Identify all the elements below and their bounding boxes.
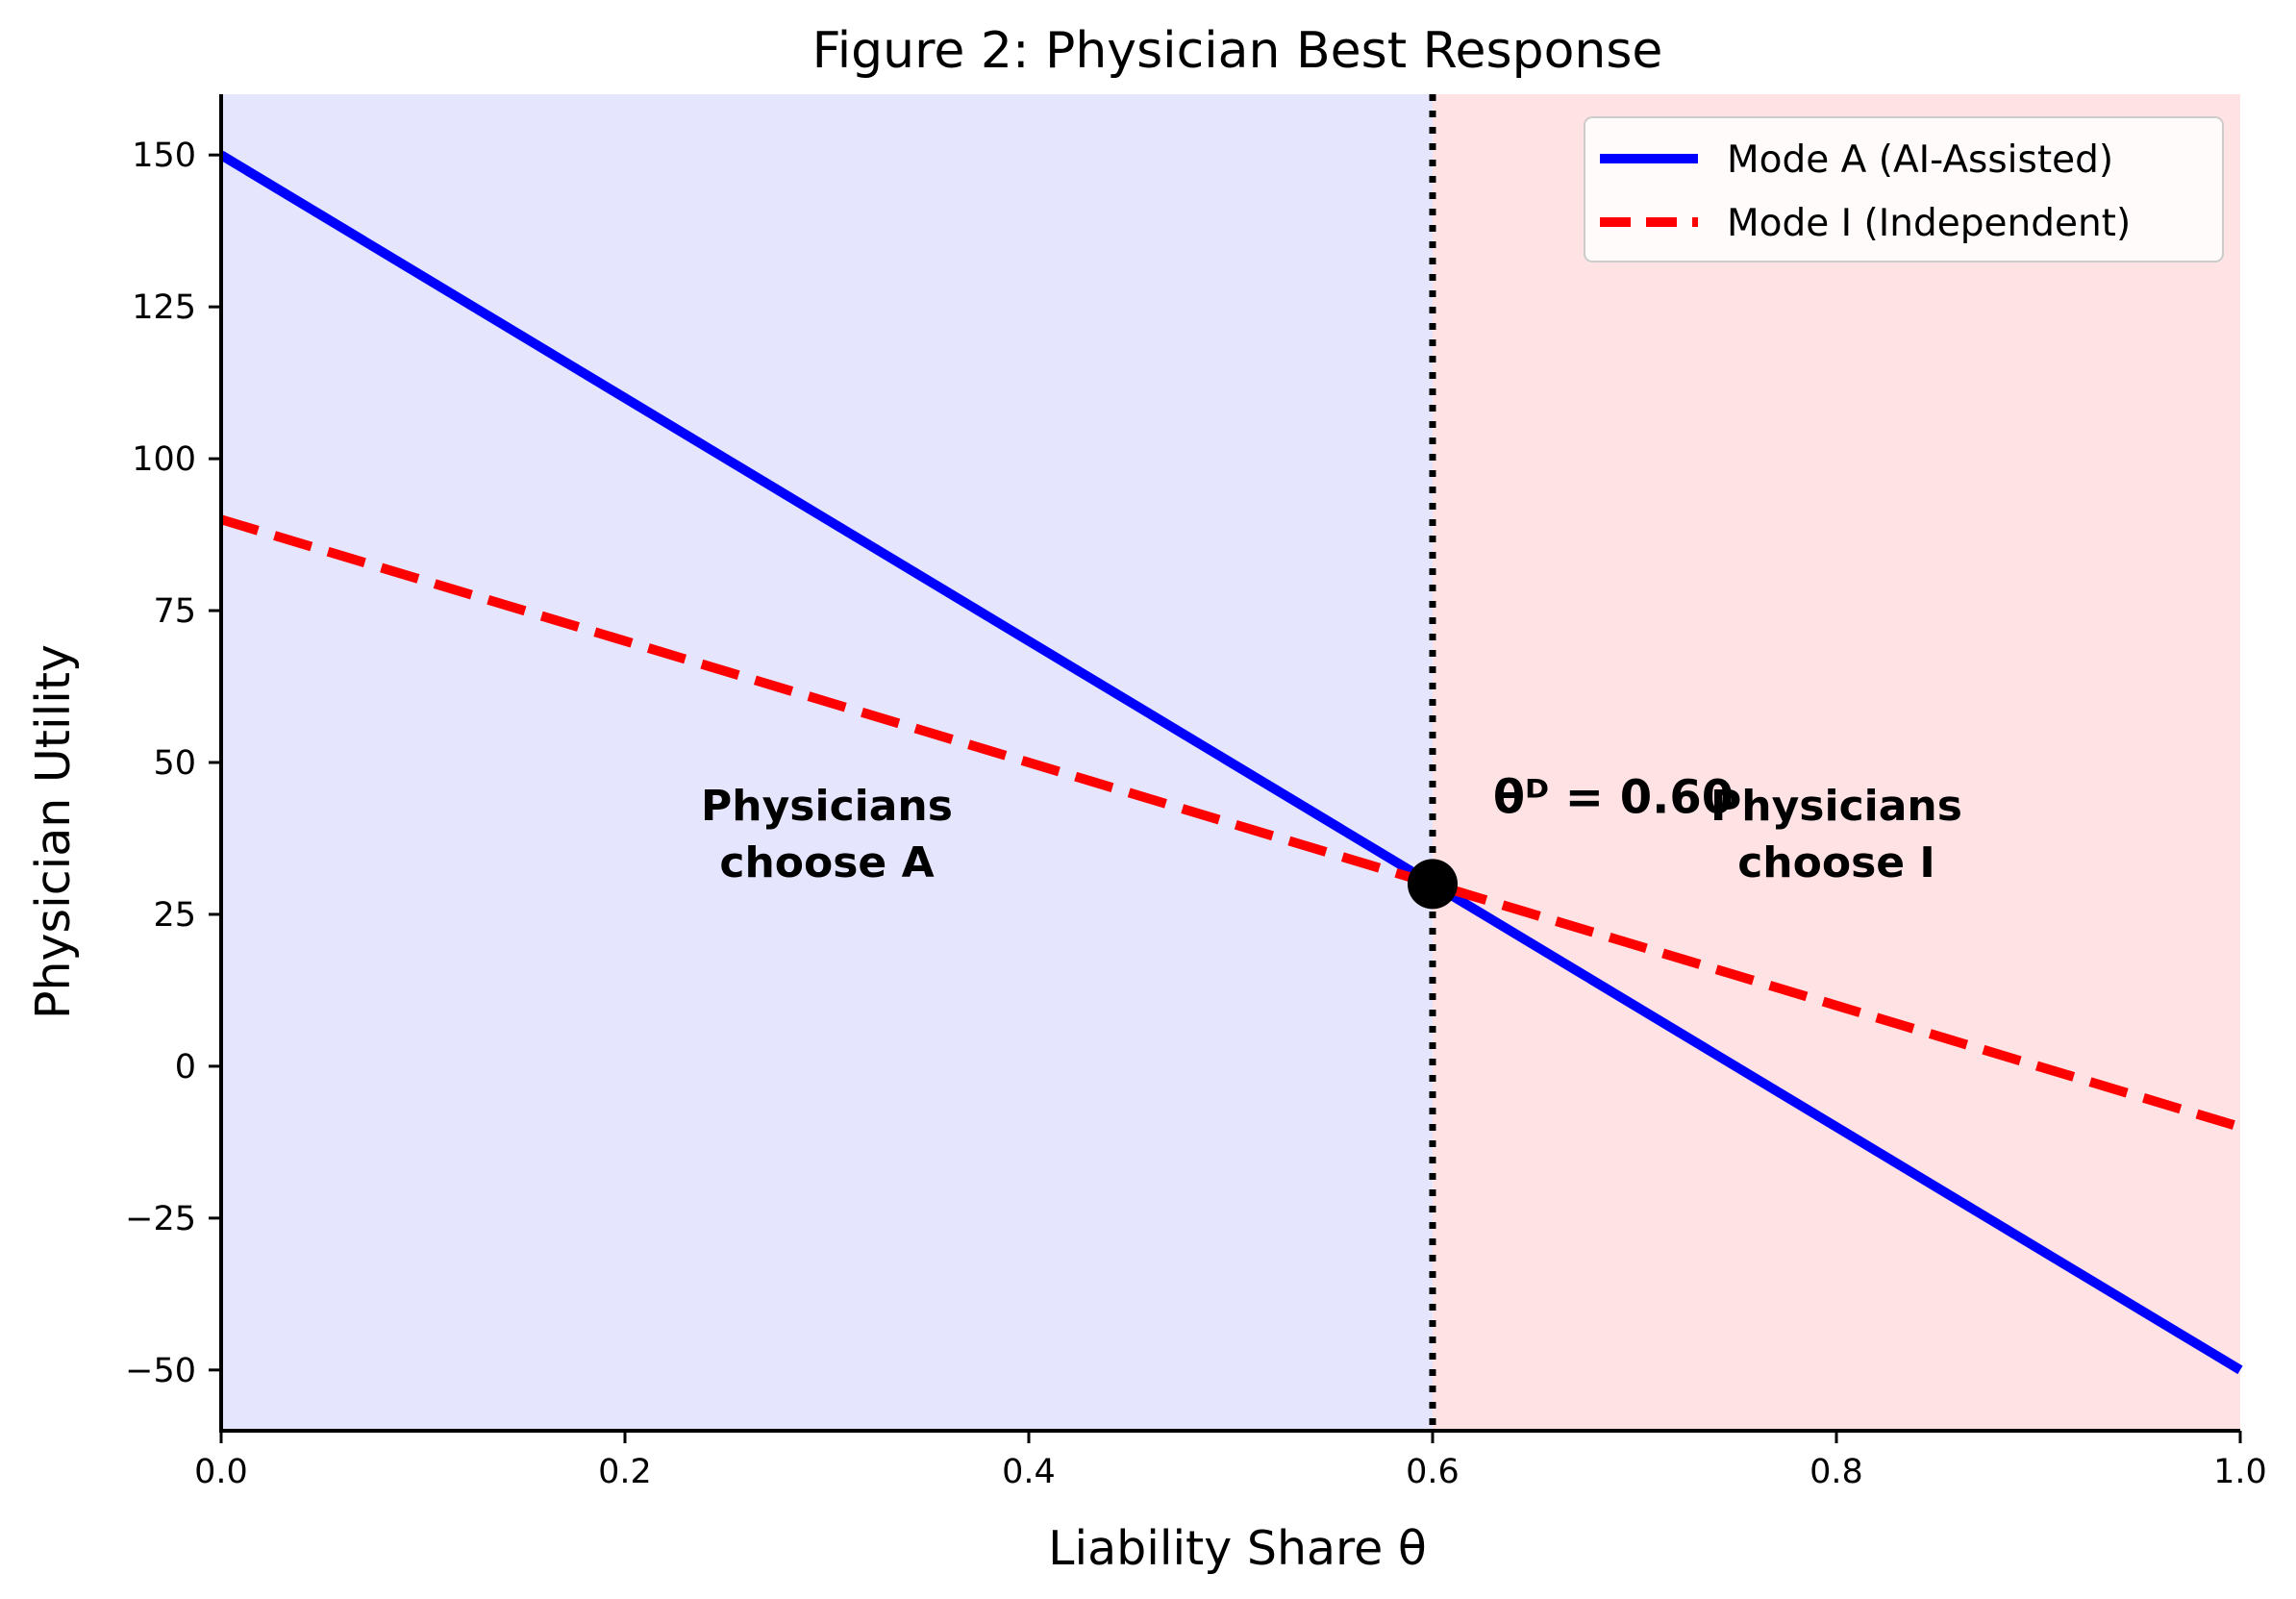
legend-box (1584, 116, 2224, 262)
y-tick-label: 100 (132, 440, 196, 479)
labels-layer: Physicians choose A Physicians choose Iθᴰ =… (701, 771, 1962, 888)
region-0 (221, 94, 1433, 1431)
x-tick-label: 0.2 (598, 1453, 652, 1491)
series-line-0 (218, 150, 2243, 1375)
legend: Mode A (AI-Assisted) Mode I (Independent) (1584, 116, 2224, 262)
x-tick-label: 0.6 (1406, 1453, 1460, 1491)
region-label-1: Physicians choose I (1710, 782, 1962, 887)
legend-label-1: Mode I (Independent) (1727, 202, 2131, 245)
x-tick-label: 0.8 (1809, 1453, 1863, 1491)
region-1 (1433, 94, 2240, 1431)
x-tick-label: 0.4 (1002, 1453, 1056, 1491)
y-tick-label: 25 (153, 896, 196, 935)
x-axis-title: Liability Share θ (1048, 1521, 1427, 1576)
y-tick-label: −25 (125, 1200, 196, 1238)
y-tick-label: 75 (153, 592, 196, 631)
chart-title: Figure 2: Physician Best Response (812, 22, 1663, 80)
intersection-point (1408, 859, 1458, 910)
threshold-label: θᴰ = 0.60 (1493, 771, 1734, 825)
y-tick-label: 50 (153, 744, 196, 783)
y-axis-title: Physician Utility (26, 644, 81, 1019)
y-tick-label: 0 (175, 1048, 196, 1087)
x-tick-label: 1.0 (2213, 1453, 2267, 1491)
series-line-1 (219, 514, 2242, 1132)
y-tick-label: −50 (125, 1352, 196, 1390)
y-tick-label: 125 (132, 288, 196, 327)
region-label-0: Physicians choose A (701, 782, 953, 887)
lines-layer (218, 94, 2243, 1431)
y-tick-label: 150 (132, 137, 196, 175)
axes-layer: 0.0 0.2 0.4 0.6 0.8 1.0 150 125 100 75 50 25 0 −25 −50 (125, 94, 2267, 1491)
x-tick-label: 0.0 (194, 1453, 248, 1491)
legend-label-0: Mode A (AI-Assisted) (1727, 138, 2113, 182)
